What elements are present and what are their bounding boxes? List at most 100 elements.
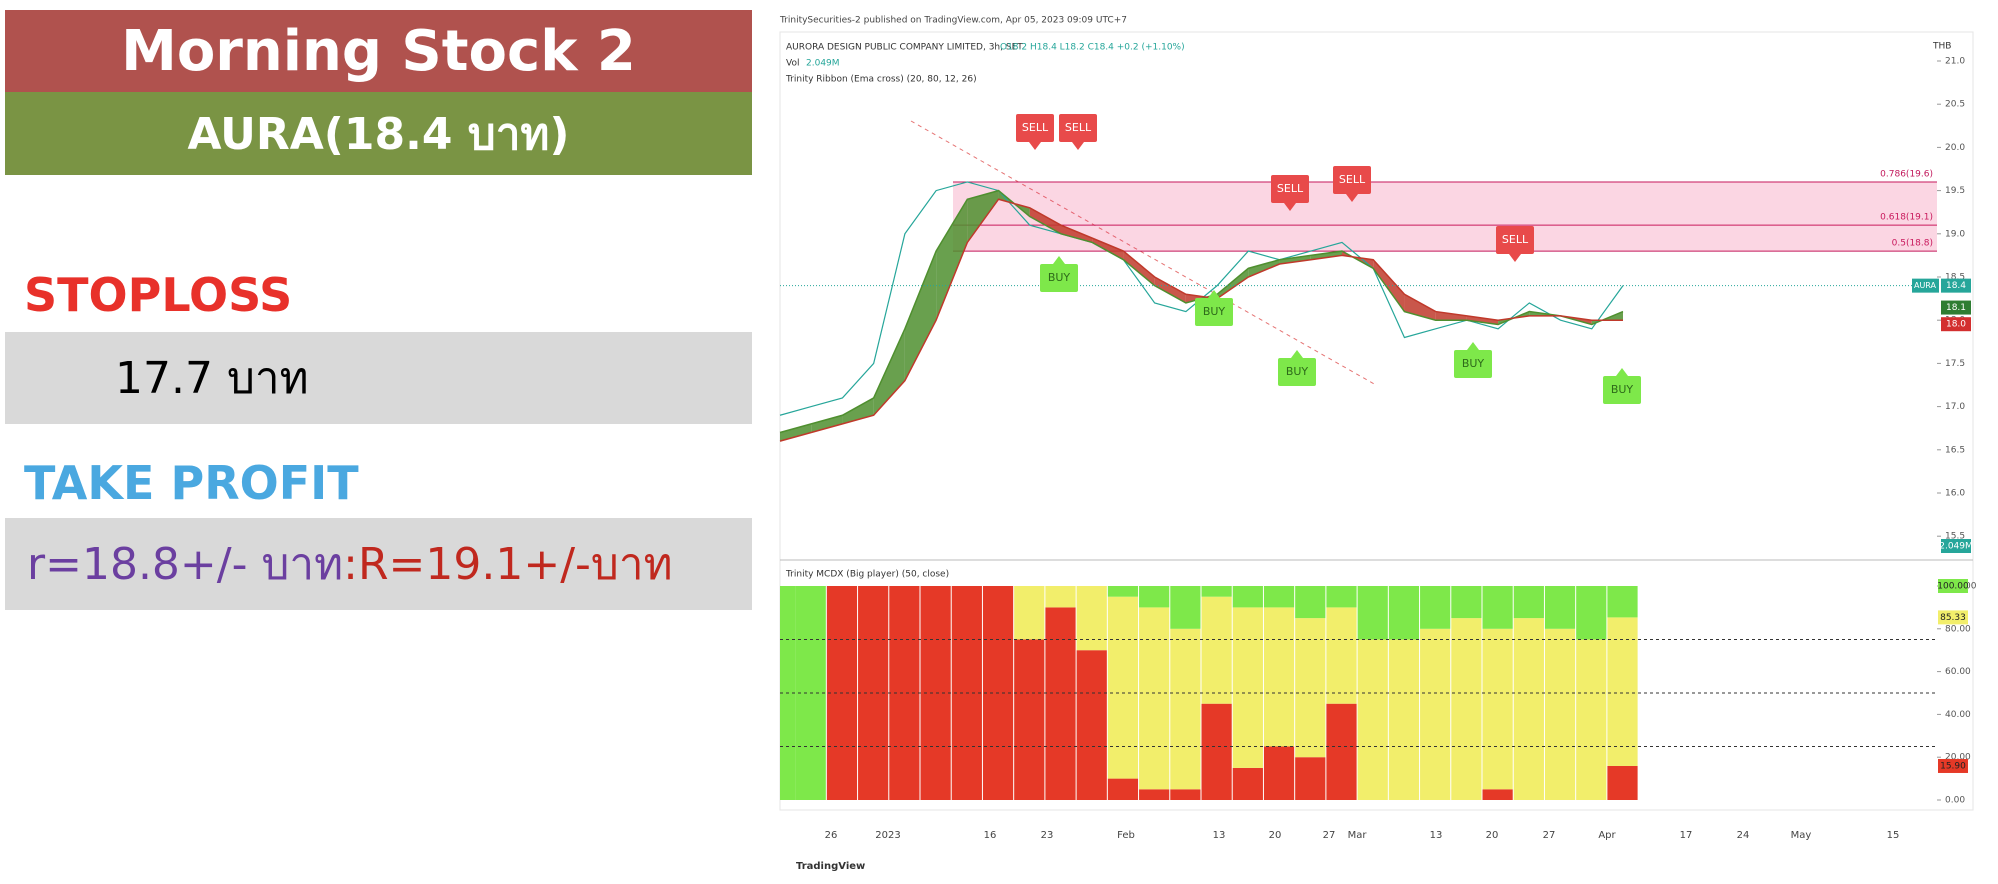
ribbon-segment: [1061, 225, 1093, 243]
subtitle-bar: AURA(18.4 บาท): [5, 92, 752, 175]
price-badge: 18.4: [1946, 281, 1966, 291]
x-tick-label: 2023: [875, 830, 900, 841]
mcdx-bar: [1513, 618, 1544, 800]
mcdx-bar: [1232, 607, 1263, 768]
mcdx-badge: 85.33: [1940, 613, 1966, 623]
x-tick-label: 23: [1041, 830, 1054, 841]
ribbon-segment: [1373, 259, 1405, 312]
mcdx-bar: [1326, 586, 1357, 608]
x-tick-label: 20: [1269, 830, 1282, 841]
ribbon-segment: [1435, 311, 1467, 321]
mcdx-bar: [1482, 789, 1513, 800]
subtitle: AURA(18.4 บาท): [187, 108, 570, 160]
mcdx-badge-bg: [1938, 579, 1968, 593]
signal-label: SELL: [1502, 233, 1529, 246]
signal-arrow: [1291, 350, 1303, 358]
mcdx-bar: [1420, 628, 1451, 800]
mcdx-bar: [1014, 639, 1045, 800]
mcdx-bar: [1139, 586, 1170, 608]
price-badge-bg: [1941, 278, 1971, 293]
fib-label: 0.786(19.6): [1880, 169, 1933, 179]
y-tick-label: 21.0: [1945, 57, 1965, 67]
fib-zone: [953, 181, 1937, 252]
mcdx-bar: [1388, 586, 1420, 640]
price-badge-name: AURA: [1914, 281, 1937, 290]
y-tick-label: 19.0: [1945, 229, 1965, 239]
signal-label: BUY: [1203, 305, 1226, 318]
mcdx-bar: [1295, 586, 1326, 619]
mcdx-bar: [1045, 607, 1076, 800]
ribbon-segment: [936, 199, 968, 321]
signal-box: [1496, 226, 1534, 254]
mcdx-bar: [1107, 596, 1139, 779]
mcdx-bar: [1014, 586, 1045, 640]
mcdx-title: Trinity MCDX (Big player) (50, close): [785, 570, 949, 580]
ohlc: O18.2 H18.4 L18.2 C18.4 +0.2 (+1.10%): [1000, 43, 1185, 53]
mcdx-bar: [1139, 789, 1170, 800]
mcdx-bar: [1607, 617, 1638, 766]
x-tick-label: 15: [1887, 830, 1900, 841]
mcdx-bar: [1170, 628, 1201, 790]
ribbon-segment: [1310, 251, 1342, 260]
mcdx-bar: [1607, 765, 1638, 800]
signal-box: [1040, 264, 1078, 292]
signal-box: [1271, 175, 1309, 203]
signal-box: [1195, 298, 1233, 326]
y-tick-label: 20.5: [1945, 100, 1965, 110]
trend-line: [910, 120, 1377, 386]
mcdx-bar: [1263, 586, 1295, 608]
signal-box: [1278, 358, 1316, 386]
y-tick-label: 80.00: [1945, 624, 1971, 634]
signal-label: BUY: [1048, 271, 1071, 284]
mcdx-bar: [1232, 767, 1263, 800]
mcdx-badge: 100.00: [1937, 582, 1969, 592]
signal-label: SELL: [1277, 182, 1304, 195]
footer: TradingView: [796, 861, 865, 872]
mcdx-bar: [1357, 586, 1388, 640]
y-tick-label: 20.0: [1945, 143, 1965, 153]
mcdx-bar: [1263, 746, 1295, 800]
ribbon-segment: [1029, 207, 1061, 234]
fib-label: 0.618(19.1): [1880, 213, 1933, 223]
stoploss-value: 17.7 บาท: [115, 353, 309, 404]
signal-box: [1016, 114, 1054, 142]
mcdx-badge: 15.90: [1940, 761, 1966, 771]
signal-box: [1454, 350, 1492, 378]
volume-value: 2.049M: [806, 59, 840, 69]
ribbon-badge: 18.0: [1946, 320, 1966, 330]
y-tick-label: 17.5: [1945, 359, 1965, 369]
mcdx-bar: [1295, 757, 1326, 800]
y-tick-label: 15.5: [1945, 532, 1965, 542]
x-tick-label: 26: [825, 830, 838, 841]
x-tick-label: Mar: [1348, 830, 1368, 841]
ribbon-segment: [780, 423, 812, 442]
mcdx-bar: [1295, 618, 1326, 758]
title-bar: Morning Stock 2: [5, 10, 752, 92]
mcdx-bar: [1107, 778, 1139, 800]
ribbon-segment: [904, 251, 937, 381]
x-tick-label: 17: [1680, 830, 1693, 841]
signal-arrow: [1509, 254, 1521, 262]
mcdx-bar: [1076, 650, 1107, 800]
y-tick-label: 17.0: [1945, 402, 1965, 412]
mcdx-bar: [1482, 586, 1513, 629]
ribbon-badge: 18.1: [1946, 303, 1966, 313]
symbol: AURORA DESIGN PUBLIC COMPANY LIMITED, 3h…: [786, 43, 1023, 53]
mcdx-bar: [1107, 586, 1139, 597]
x-tick-label: 13: [1213, 830, 1226, 841]
signal-arrow: [1616, 368, 1628, 376]
y-tick-label: 40.00: [1945, 710, 1971, 720]
take-profit-box: r=18.8+/- บาท:R=19.1+/-บาท: [5, 518, 752, 610]
volume-label: Vol: [786, 59, 799, 69]
mcdx-bar: [1326, 703, 1357, 800]
signal-label: SELL: [1022, 121, 1049, 134]
signal-arrow: [1053, 256, 1065, 264]
mcdx-bar: [1326, 607, 1357, 704]
mcdx-bar: [1388, 639, 1420, 800]
ribbon-badge-bg: [1941, 317, 1971, 332]
y-tick-label: 16.5: [1945, 445, 1965, 455]
ribbon-segment: [1154, 277, 1186, 303]
x-tick-label: 16: [984, 830, 997, 841]
